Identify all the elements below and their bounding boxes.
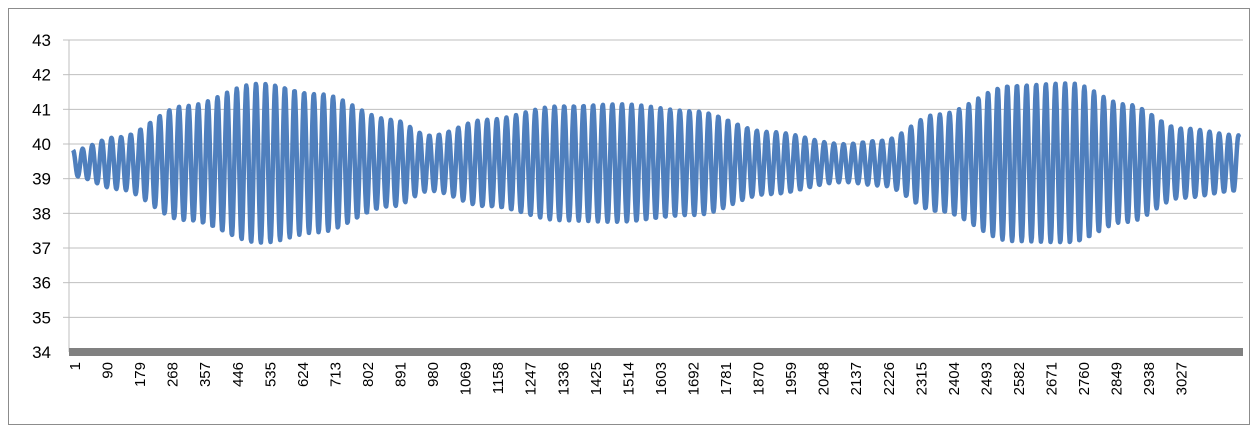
x-tick-label: 2404 (946, 362, 963, 395)
x-tick-label: 1158 (490, 362, 507, 394)
x-tick-label: 1959 (783, 362, 800, 395)
x-tick-label: 268 (165, 362, 182, 387)
x-tick-label: 891 (393, 362, 410, 387)
x-tick-label: 1069 (458, 362, 475, 395)
y-tick-label: 43 (32, 31, 51, 50)
y-tick-label: 35 (32, 308, 51, 327)
x-axis-line (69, 348, 1243, 356)
x-tick-label: 1425 (588, 362, 605, 395)
y-tick-label: 39 (32, 170, 51, 189)
x-tick-label: 713 (327, 362, 344, 387)
y-tick-label: 34 (32, 343, 51, 362)
y-tick-label: 36 (32, 274, 51, 293)
x-tick-label: 2671 (1044, 362, 1061, 395)
x-tick-label: 357 (197, 362, 214, 387)
x-tick-label: 90 (100, 362, 117, 379)
x-tick-label: 2226 (881, 362, 898, 395)
y-tick-label: 37 (32, 239, 51, 258)
x-tick-label: 1870 (751, 362, 768, 395)
x-tick-label: 1514 (620, 362, 637, 395)
x-tick-label: 624 (295, 362, 312, 387)
x-tick-label: 802 (360, 362, 377, 387)
x-tick-label: 980 (425, 362, 442, 387)
x-tick-label: 2582 (1011, 362, 1028, 395)
x-tick-label: 3027 (1174, 362, 1191, 395)
x-tick-label: 2493 (978, 362, 995, 395)
x-tick-label: 446 (230, 362, 247, 387)
x-tick-label: 1247 (523, 362, 540, 395)
series-layer (71, 81, 1242, 245)
x-tick-label: 179 (132, 362, 149, 387)
x-tick-label: 1692 (685, 362, 702, 395)
y-tick-label: 38 (32, 204, 51, 223)
x-tick-label: 1603 (653, 362, 670, 395)
y-tick-label: 41 (32, 100, 51, 119)
x-tick-label: 2315 (913, 362, 930, 395)
x-tick-label: 535 (262, 362, 279, 387)
x-tick-label: 2760 (1076, 362, 1093, 395)
y-tick-label: 40 (32, 135, 51, 154)
x-tick-label: 1 (67, 362, 84, 370)
y-axis-tick-labels: 34 35 36 37 38 39 40 41 42 43 (32, 31, 51, 362)
x-tick-label: 1336 (555, 362, 572, 395)
x-tick-label: 1781 (718, 362, 735, 395)
x-tick-label: 2849 (1109, 362, 1126, 395)
y-tick-label: 42 (32, 66, 51, 85)
x-axis-tick-labels: 1 90 179 268 357 446 535 624 713 802 891 980 1069 115… (67, 362, 1191, 395)
x-tick-label: 2137 (848, 362, 865, 395)
series-line-0 (71, 81, 1242, 245)
x-tick-label: 2048 (816, 362, 833, 395)
x-tick-label: 2938 (1141, 362, 1158, 395)
